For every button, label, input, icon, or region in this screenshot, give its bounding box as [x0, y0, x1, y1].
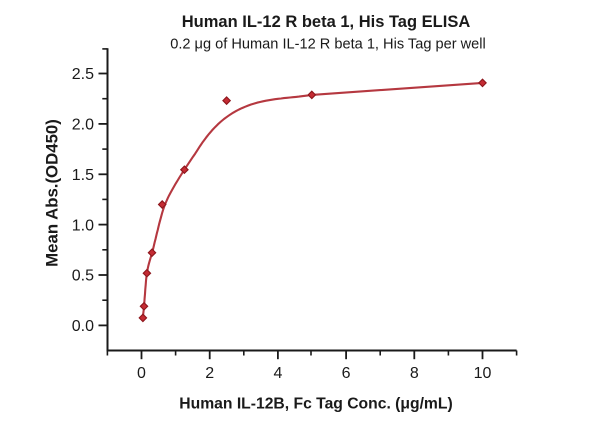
svg-text:10: 10	[474, 365, 492, 382]
svg-text:4: 4	[273, 365, 282, 382]
svg-text:0.2 μg of Human IL-12 R beta 1: 0.2 μg of Human IL-12 R beta 1, His Tag …	[170, 37, 486, 53]
svg-text:8: 8	[410, 365, 419, 382]
svg-text:0.5: 0.5	[72, 268, 94, 285]
svg-text:1.0: 1.0	[72, 217, 94, 234]
svg-text:Human IL-12 R beta 1, His Tag: Human IL-12 R beta 1, His Tag ELISA	[182, 13, 471, 31]
svg-text:2.0: 2.0	[72, 117, 94, 134]
svg-text:0.0: 0.0	[72, 318, 94, 335]
svg-text:6: 6	[342, 365, 351, 382]
svg-text:0: 0	[137, 365, 146, 382]
svg-text:Human IL-12B, Fc Tag Conc. (μg: Human IL-12B, Fc Tag Conc. (μg/mL)	[179, 396, 452, 413]
svg-text:2.5: 2.5	[72, 66, 94, 83]
svg-text:2: 2	[205, 365, 214, 382]
svg-text:1.5: 1.5	[72, 167, 94, 184]
svg-text:Mean Abs.(OD450): Mean Abs.(OD450)	[43, 119, 62, 267]
